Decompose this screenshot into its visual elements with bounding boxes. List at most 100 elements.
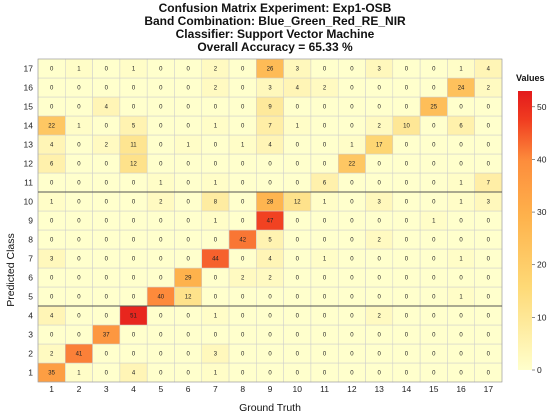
cell-value-label: 0 <box>159 162 163 168</box>
cell-value-label: 0 <box>350 200 354 206</box>
cell-value-label: 1 <box>214 181 218 187</box>
cell-value-label: 0 <box>378 352 382 358</box>
cell-value-label: 0 <box>405 333 409 339</box>
cell-value-label: 0 <box>432 67 436 73</box>
cell-value-label: 1 <box>214 219 218 225</box>
cell-value-label: 0 <box>323 219 327 225</box>
cell-value-label: 0 <box>405 162 409 168</box>
x-tick-label: 10 <box>293 384 303 394</box>
cell-value-label: 0 <box>186 238 190 244</box>
cell-value-label: 0 <box>241 200 245 206</box>
cell-value-label: 0 <box>350 238 354 244</box>
cell-value-label: 0 <box>105 371 109 377</box>
y-tick-label: 15 <box>24 102 34 112</box>
cell-value-label: 47 <box>267 219 274 225</box>
cell-value-label: 0 <box>241 314 245 320</box>
y-tick-label: 8 <box>28 235 33 245</box>
chart-title-overall-accuracy: Overall Accuracy = 65.33 % <box>197 40 353 54</box>
cell-value-label: 0 <box>132 257 136 263</box>
cell-value-label: 0 <box>323 295 327 301</box>
cell-value-label: 10 <box>403 124 410 130</box>
cell-value-label: 0 <box>186 219 190 225</box>
cell-value-label: 0 <box>159 371 163 377</box>
cell-value-label: 0 <box>241 295 245 301</box>
cell-value-label: 0 <box>487 143 491 149</box>
cell-value-label: 0 <box>214 295 218 301</box>
cell-value-label: 0 <box>323 314 327 320</box>
x-tick-label: 5 <box>158 384 163 394</box>
cell-value-label: 4 <box>296 86 300 92</box>
cell-value-label: 0 <box>105 257 109 263</box>
cell-value-label: 0 <box>432 295 436 301</box>
cell-value-label: 0 <box>459 143 463 149</box>
cell-value-label: 0 <box>241 105 245 111</box>
cell-value-label: 0 <box>50 105 54 111</box>
cell-value-label: 0 <box>77 295 81 301</box>
cell-value-label: 0 <box>459 333 463 339</box>
colorbar-ticks: 0 10 20 30 40 50 <box>532 102 547 375</box>
y-tick-label: 6 <box>28 273 33 283</box>
cell-value-label: 0 <box>132 333 136 339</box>
cell-value-label: 7 <box>268 124 272 130</box>
cell-value-label: 2 <box>214 67 218 73</box>
cell-value-label: 0 <box>268 333 272 339</box>
cell-value-label: 0 <box>241 162 245 168</box>
cell-value-label: 0 <box>214 162 218 168</box>
cell-value-label: 0 <box>378 333 382 339</box>
cell-value-label: 0 <box>159 352 163 358</box>
cell-value-label: 0 <box>77 257 81 263</box>
x-tick-label: 8 <box>240 384 245 394</box>
cell-value-label: 0 <box>241 333 245 339</box>
cell-value-label: 0 <box>159 314 163 320</box>
cell-value-label: 0 <box>105 276 109 282</box>
cell-value-label: 0 <box>323 67 327 73</box>
cell-value-label: 0 <box>296 219 300 225</box>
cell-value-label: 26 <box>267 67 274 73</box>
cell-value-label: 35 <box>48 371 55 377</box>
cell-value-label: 0 <box>350 295 354 301</box>
cell-value-label: 1 <box>350 143 354 149</box>
cell-value-label: 0 <box>350 333 354 339</box>
cell-value-label: 0 <box>50 219 54 225</box>
cell-value-label: 2 <box>323 86 327 92</box>
cell-value-label: 12 <box>130 162 137 168</box>
cell-value-label: 0 <box>50 333 54 339</box>
cell-value-label: 0 <box>487 352 491 358</box>
cell-value-label: 1 <box>241 143 245 149</box>
cell-value-label: 0 <box>432 238 436 244</box>
cell-value-label: 0 <box>241 67 245 73</box>
cell-value-label: 2 <box>50 352 54 358</box>
cell-value-label: 0 <box>350 86 354 92</box>
cell-value-label: 0 <box>132 295 136 301</box>
cell-value-label: 0 <box>296 295 300 301</box>
cell-value-label: 2 <box>241 276 245 282</box>
cell-value-label: 0 <box>214 143 218 149</box>
cell-value-label: 40 <box>157 295 164 301</box>
cell-value-label: 0 <box>132 219 136 225</box>
y-tick-label: 13 <box>24 140 34 150</box>
y-tick-label: 16 <box>24 83 34 93</box>
cell-value-label: 0 <box>186 67 190 73</box>
cell-value-label: 6 <box>459 124 463 130</box>
cell-value-label: 3 <box>268 86 272 92</box>
chart-title-band-combination: Band Combination: Blue_Green_Red_RE_NIR <box>144 14 406 28</box>
cell-value-label: 0 <box>77 143 81 149</box>
x-tick-label: 12 <box>347 384 357 394</box>
cell-value-label: 0 <box>186 124 190 130</box>
cell-value-label: 1 <box>214 124 218 130</box>
cell-value-label: 0 <box>241 181 245 187</box>
cell-value-label: 4 <box>268 143 272 149</box>
cell-value-label: 0 <box>132 181 136 187</box>
cell-value-label: 0 <box>378 219 382 225</box>
cell-value-label: 44 <box>212 257 219 263</box>
cell-value-label: 0 <box>296 314 300 320</box>
cell-value-label: 1 <box>77 371 81 377</box>
cell-value-label: 0 <box>323 352 327 358</box>
cell-value-label: 0 <box>323 162 327 168</box>
cell-value-label: 25 <box>430 105 437 111</box>
cell-value-label: 0 <box>50 295 54 301</box>
cell-value-label: 0 <box>186 333 190 339</box>
cell-value-label: 0 <box>432 86 436 92</box>
cell-value-label: 0 <box>50 67 54 73</box>
cell-value-label: 0 <box>432 352 436 358</box>
